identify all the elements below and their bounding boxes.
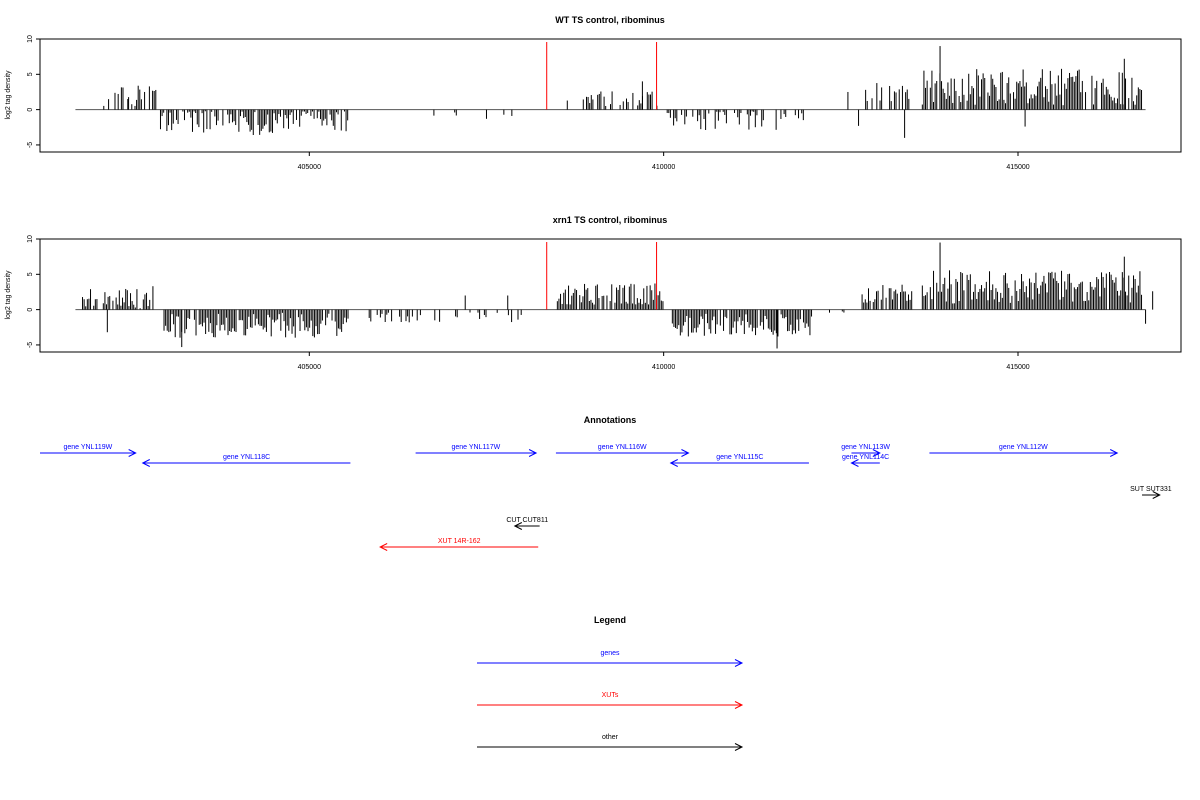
arrowhead <box>128 449 137 457</box>
feature-label: SUT SUT331 <box>1130 486 1172 493</box>
legend-label: XUTs <box>602 692 619 699</box>
feature-label: gene YNL115C <box>716 454 763 461</box>
legend-title: Legend <box>594 615 626 625</box>
x-tick-label: 405000 <box>298 164 321 171</box>
feature-label: gene YNL112W <box>999 444 1048 451</box>
x-tick-label: 405000 <box>298 364 321 371</box>
feature-label: gene YNL116W <box>598 444 647 451</box>
legend-item: genes <box>477 650 744 667</box>
annotation-feature: SUT SUT331 <box>1130 486 1172 499</box>
arrowhead <box>1109 449 1119 457</box>
wt-axes: -5 0 5 10 405000 410000 415000 <box>27 35 1030 171</box>
annotation-feature: gene YNL116W <box>555 444 690 457</box>
annotation-feature: gene YNL112W <box>929 444 1119 457</box>
xrn1-y-axis-label: log2 tag density <box>5 270 12 320</box>
annotation-feature: gene YNL119W <box>40 444 137 457</box>
arrowhead <box>513 522 523 530</box>
arrowhead <box>681 449 690 457</box>
arrowhead <box>669 459 678 467</box>
y-tick-label: 0 <box>27 108 34 112</box>
arrowhead <box>528 449 538 457</box>
annotation-feature: gene YNL115C <box>669 454 809 467</box>
annotation-feature: gene YNL118C <box>141 454 351 467</box>
x-tick-label: 410000 <box>652 364 675 371</box>
annotation-feature: CUT CUT811 <box>506 517 548 530</box>
y-tick-label: 0 <box>27 308 34 312</box>
annotation-track: gene YNL119W gene YNL118C gene YNL117W gene… <box>40 444 1172 551</box>
y-tick-label: 10 <box>27 35 34 43</box>
y-tick-label: 10 <box>27 235 34 243</box>
x-tick-label: 415000 <box>1006 364 1029 371</box>
annotation-feature: XUT 14R-162 <box>379 538 539 551</box>
arrowhead <box>872 449 881 457</box>
y-tick-label: 5 <box>27 72 34 76</box>
feature-label: gene YNL114C <box>842 454 889 461</box>
xrn1-bars <box>75 242 1154 349</box>
x-tick-label: 410000 <box>652 164 675 171</box>
y-tick-label: -5 <box>27 142 34 148</box>
legend-item: XUTs <box>477 692 744 709</box>
arrowhead <box>379 543 388 551</box>
xrn1-axes: -5 0 5 10 405000 410000 415000 <box>27 235 1030 371</box>
annotations-title: Annotations <box>584 415 637 425</box>
feature-label: CUT CUT811 <box>506 517 548 524</box>
legend: genes XUTs other <box>477 650 744 751</box>
annotation-feature: gene YNL117W <box>415 444 538 457</box>
feature-label: gene YNL117W <box>451 444 500 451</box>
feature-label: gene YNL113W <box>841 444 890 451</box>
legend-label: other <box>602 734 619 741</box>
arrowhead <box>850 459 859 467</box>
y-tick-label: -5 <box>27 342 34 348</box>
xrn1-track-title: xrn1 TS control, ribominus <box>553 215 668 225</box>
arrowhead <box>141 459 150 467</box>
legend-item: other <box>477 734 744 751</box>
arrowhead <box>734 743 744 751</box>
y-tick-label: 5 <box>27 272 34 276</box>
legend-label: genes <box>600 650 620 657</box>
xrn1-track-panel: xrn1 TS control, ribominus log2 tag dens… <box>5 215 1182 371</box>
wt-track-title: WT TS control, ribominus <box>555 15 665 25</box>
x-tick-label: 415000 <box>1006 164 1029 171</box>
feature-label: gene YNL118C <box>223 454 270 461</box>
wt-y-axis-label: log2 tag density <box>5 70 12 120</box>
xrn1-plot-frame <box>39 238 1182 353</box>
annotation-feature: gene YNL113W <box>841 444 890 457</box>
feature-label: gene YNL119W <box>63 444 112 451</box>
arrowhead <box>734 701 744 709</box>
wt-track-panel: WT TS control, ribominus log2 tag densit… <box>5 15 1182 171</box>
arrowhead <box>734 659 744 667</box>
arrowhead <box>1152 491 1161 499</box>
wt-bars <box>75 42 1146 138</box>
annotation-feature: gene YNL114C <box>842 454 889 467</box>
feature-label: XUT 14R-162 <box>438 538 481 545</box>
